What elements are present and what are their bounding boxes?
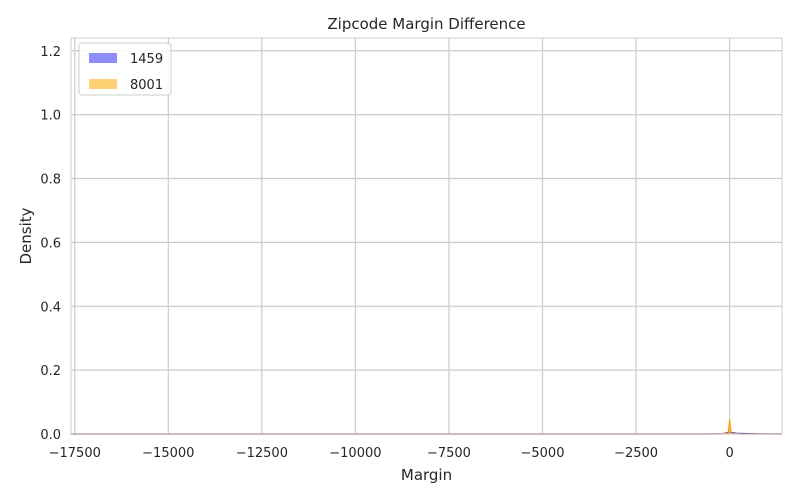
plot-background xyxy=(71,38,782,434)
legend: 1459 8001 xyxy=(78,42,172,96)
legend-label-8001: 8001 xyxy=(130,78,163,93)
x-tick-label: −10000 xyxy=(329,446,381,461)
x-tick-label: −12500 xyxy=(236,446,288,461)
chart-title: Zipcode Margin Difference xyxy=(327,15,525,33)
y-tick-label: 0.8 xyxy=(40,173,61,188)
x-tick-label: −17500 xyxy=(49,446,101,461)
y-tick-label: 0.0 xyxy=(40,428,61,443)
y-tick-label: 0.4 xyxy=(40,300,61,315)
y-tick-label: 1.0 xyxy=(40,109,61,124)
x-tick-label: −5000 xyxy=(521,446,565,461)
legend-swatch-8001 xyxy=(89,79,117,89)
legend-swatch-1459 xyxy=(89,53,117,63)
x-axis-title: Margin xyxy=(401,466,452,484)
y-tick-label: 0.2 xyxy=(40,364,61,379)
y-axis-title: Density xyxy=(17,207,35,264)
x-tick-label: −2500 xyxy=(614,446,658,461)
grid-lines xyxy=(71,38,782,435)
x-tick-labels: −17500 −15000 −12500 −10000 −7500 −5000 −2500 0 xyxy=(49,446,734,461)
x-tick-label: 0 xyxy=(725,446,733,461)
y-tick-labels: 0.0 0.2 0.4 0.6 0.8 1.0 1.2 xyxy=(40,45,61,443)
y-tick-label: 0.6 xyxy=(40,236,61,251)
y-tick-label: 1.2 xyxy=(40,45,61,60)
legend-label-1459: 1459 xyxy=(130,52,163,67)
x-tick-label: −15000 xyxy=(142,446,194,461)
x-tick-label: −7500 xyxy=(427,446,471,461)
plot-frame xyxy=(70,37,783,435)
